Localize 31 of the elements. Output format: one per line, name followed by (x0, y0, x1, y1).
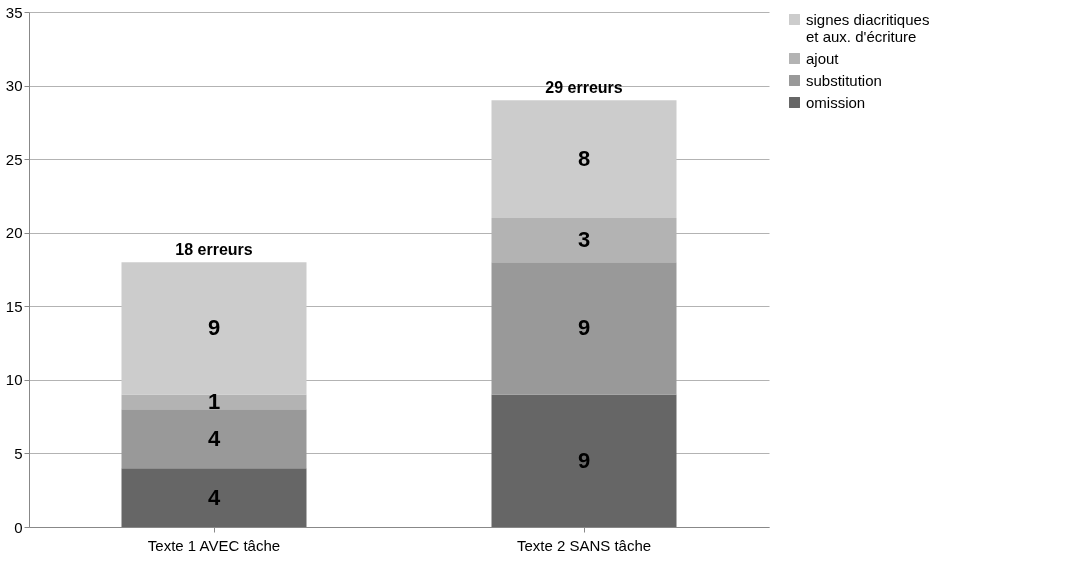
x-tick-label: Texte 2 SANS tâche (516, 536, 652, 554)
legend-label: signes diacritiques et aux. d'écriture (806, 10, 930, 45)
legend-label: ajout (806, 49, 840, 67)
bar (121, 262, 307, 395)
total-label: 18 erreurs (175, 241, 253, 259)
bar (491, 262, 677, 395)
data-label: 8 (577, 146, 591, 172)
data-label: 4 (207, 484, 221, 510)
y-tick-label: 10 (5, 371, 23, 389)
data-label: 9 (207, 315, 221, 341)
bar (121, 468, 307, 527)
y-tick-label: 0 (14, 518, 23, 536)
y-tick-label: 35 (5, 3, 23, 21)
bar (121, 409, 307, 469)
legend-label: substitution (806, 71, 882, 89)
y-tick-label: 20 (5, 224, 23, 242)
y-tick-label: 30 (5, 77, 23, 95)
y-tick-label: 5 (14, 444, 23, 462)
legend-label: omission (806, 93, 866, 111)
data-label: 3 (577, 227, 591, 253)
data-label: 1 (207, 388, 221, 414)
total-label: 29 erreurs (545, 79, 623, 97)
data-label: 9 (577, 315, 591, 341)
y-tick-label: 15 (5, 297, 23, 315)
data-label: 4 (207, 425, 221, 451)
y-tick-label: 25 (5, 150, 23, 168)
bar (491, 100, 677, 218)
bar (491, 394, 677, 527)
data-label: 9 (577, 447, 591, 473)
x-tick-label: Texte 1 AVEC tâche (147, 536, 281, 554)
bar (121, 394, 307, 410)
